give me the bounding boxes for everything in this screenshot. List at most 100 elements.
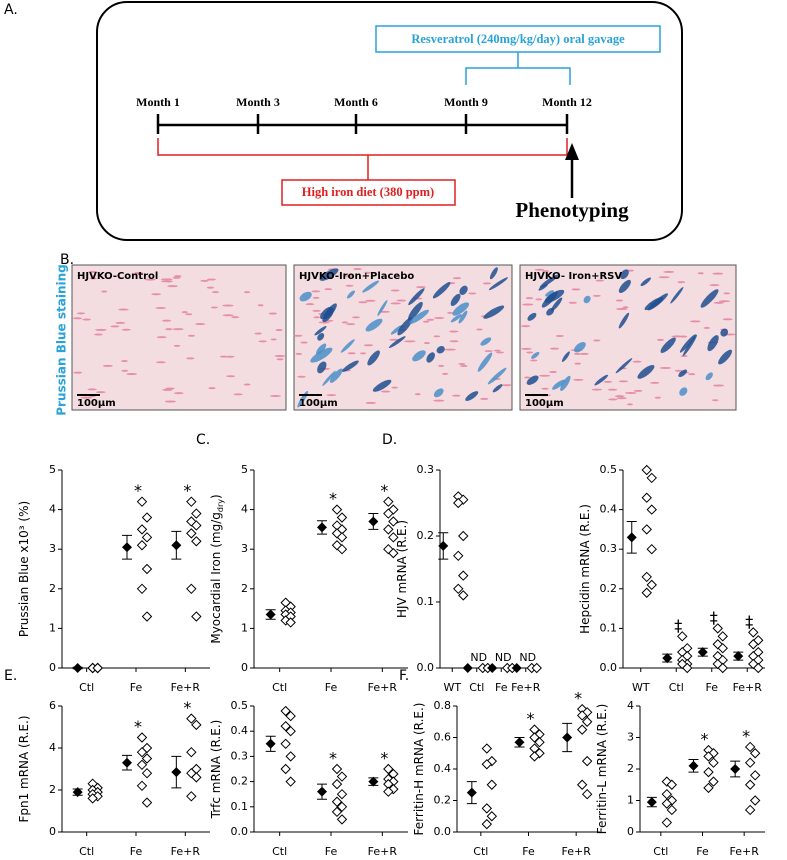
annotation: *: [527, 709, 535, 728]
data-point: [703, 766, 714, 778]
nucleus: [689, 320, 701, 323]
data-point: [388, 532, 399, 543]
x-tick-label: Fe+R: [561, 845, 591, 858]
data-point: [136, 759, 148, 771]
iron-deposit: [640, 277, 651, 287]
x-tick-label: Ctl: [469, 681, 484, 694]
data-point: [336, 788, 348, 800]
y-tick-label: 0.0: [231, 825, 249, 838]
iron-deposit: [544, 289, 565, 303]
data-point: [383, 508, 394, 519]
y-tick-label: 0.5: [600, 463, 618, 476]
nucleus: [712, 399, 719, 402]
nucleus: [312, 296, 320, 299]
nucleus: [115, 321, 126, 324]
data-point: [336, 801, 348, 813]
mean-marker: [688, 760, 699, 771]
iron-deposit: [489, 267, 498, 280]
data-point: [141, 512, 153, 523]
data-point: [136, 583, 148, 595]
x-tick-label: Fe+R: [368, 845, 398, 858]
data-point: [186, 583, 197, 595]
nucleus: [110, 325, 120, 328]
nucleus: [592, 294, 601, 297]
nucleus: [275, 329, 283, 332]
data-point: [641, 587, 652, 598]
nucleus: [656, 338, 665, 341]
endpoint-label: Phenotyping: [515, 198, 629, 222]
y-tick-label: 0.3: [600, 542, 618, 555]
nucleus: [482, 282, 492, 285]
iron-deposit: [436, 345, 445, 354]
nucleus: [688, 373, 696, 376]
nucleus: [172, 328, 184, 331]
nucleus: [697, 272, 704, 275]
nucleus: [654, 396, 662, 399]
iron-deposit: [409, 309, 429, 324]
nucleus: [449, 330, 459, 333]
annotation: *: [574, 689, 582, 708]
data-point: [703, 751, 714, 762]
iron-deposit: [526, 375, 539, 385]
diet-box: [281, 179, 456, 206]
data-point: [136, 780, 148, 792]
nucleus: [258, 340, 267, 343]
iron-deposit: [619, 269, 629, 280]
iron-deposit: [583, 295, 591, 304]
month-label: Month 6: [334, 95, 378, 109]
image-label: HJVKO- Iron+RSV: [525, 271, 622, 282]
iron-deposit: [458, 310, 468, 324]
nucleus: [173, 275, 182, 278]
x-tick-label: Fe+R: [729, 845, 759, 858]
nucleus: [268, 312, 278, 315]
data-point: [641, 524, 652, 535]
iron-deposit: [560, 375, 571, 391]
nucleus: [318, 321, 330, 324]
iron-deposit: [487, 367, 507, 385]
nucleus: [614, 395, 625, 398]
iron-deposit: [539, 274, 559, 288]
nucleus: [404, 340, 416, 343]
y-axis-label: Myocardial Iron (mg/gdry): [209, 494, 225, 643]
data-point: [186, 528, 197, 539]
x-tick-label: Fe+R: [171, 681, 201, 694]
y-tick-label: 0: [49, 661, 56, 674]
nucleus: [549, 347, 560, 350]
data-point: [581, 788, 593, 800]
data-point: [136, 732, 148, 743]
mean-marker: [368, 516, 379, 527]
mean-marker: [733, 651, 744, 662]
nucleus: [591, 388, 603, 391]
nucleus: [452, 277, 462, 280]
y-tick-label: 1: [49, 621, 56, 634]
annotation: *: [701, 730, 709, 749]
nucleus: [300, 341, 308, 344]
nucleus: [231, 316, 240, 319]
y-tick-label: 0.4: [434, 762, 452, 775]
iron-deposit: [316, 343, 327, 355]
nucleus: [102, 364, 113, 367]
x-tick-label: WT: [632, 681, 650, 694]
nucleus: [549, 370, 558, 373]
nucleus: [538, 374, 551, 377]
mean-marker: [171, 540, 182, 551]
y-axis-label-part: Ferritin-L mRNA (R.E.): [595, 704, 609, 835]
data-point: [581, 755, 593, 767]
y-axis-label-part: Fpn1 mRNA (R.E.): [17, 715, 31, 822]
data-point: [331, 806, 343, 818]
nucleus: [219, 355, 228, 358]
iron-deposit: [705, 372, 713, 381]
iron-deposit: [367, 350, 380, 366]
nucleus: [200, 279, 209, 282]
data-point: [749, 770, 761, 781]
data-point: [280, 615, 291, 626]
iron-deposit: [679, 387, 688, 396]
nucleus: [305, 303, 315, 306]
x-tick-label: Ctl: [272, 681, 287, 694]
nucleus: [568, 301, 577, 304]
mean-marker: [646, 797, 657, 808]
data-point: [331, 763, 343, 775]
nucleus: [210, 306, 218, 309]
nucleus: [161, 319, 172, 322]
